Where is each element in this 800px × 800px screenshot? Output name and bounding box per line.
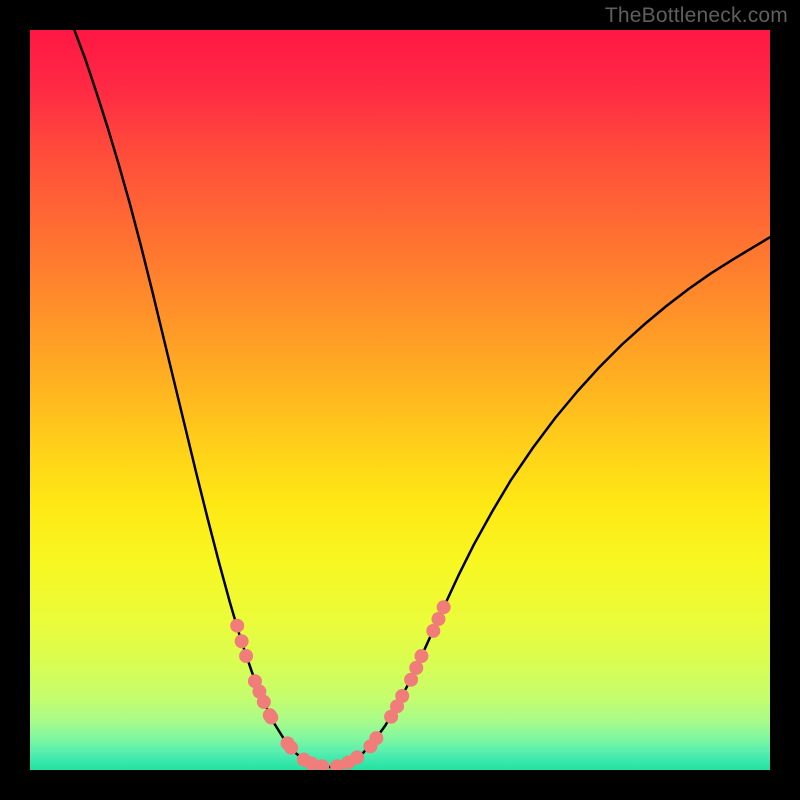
curve-marker [414,649,428,663]
curve-marker [395,689,409,703]
curve-marker [257,695,271,709]
chart-plot-area [30,30,770,770]
curve-marker [437,600,451,614]
watermark-text: TheBottleneck.com [605,4,788,28]
curve-marker [284,741,298,755]
bottleneck-chart-svg [30,30,770,770]
curve-marker [235,634,249,648]
curve-marker [263,708,277,722]
chart-background [30,30,770,770]
curve-marker [369,731,383,745]
curve-marker [350,750,364,764]
curve-marker [239,649,253,663]
curve-marker [230,619,244,633]
